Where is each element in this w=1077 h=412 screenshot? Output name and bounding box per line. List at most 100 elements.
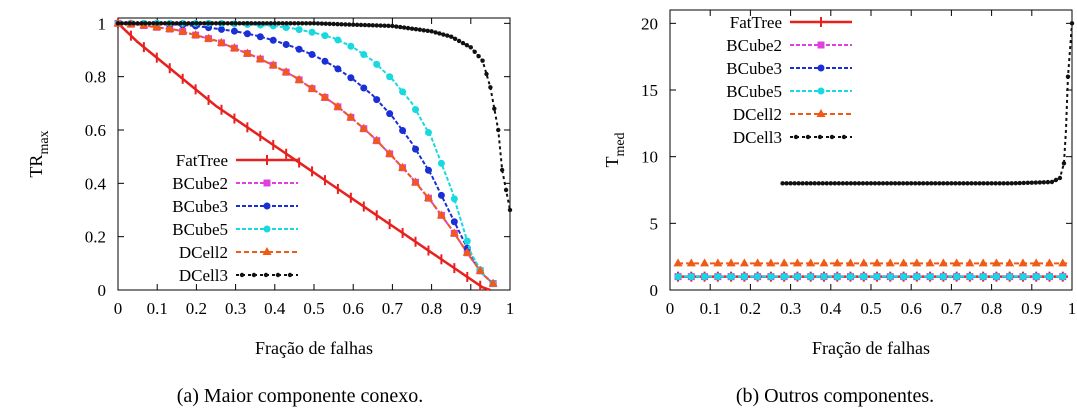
data-point <box>981 181 986 186</box>
data-point <box>792 181 797 186</box>
data-point <box>386 23 391 29</box>
data-point <box>860 273 868 281</box>
data-point <box>194 21 199 26</box>
legend-marker <box>841 134 847 140</box>
data-point <box>411 177 421 186</box>
data-point <box>886 273 894 281</box>
data-point <box>892 181 898 186</box>
data-point <box>409 26 415 31</box>
y-tick-label: 10 <box>641 148 658 167</box>
data-point <box>242 48 252 57</box>
data-point <box>1041 180 1047 185</box>
data-point <box>191 30 201 39</box>
data-point <box>423 193 433 202</box>
data-point <box>726 258 736 267</box>
data-point <box>186 21 191 26</box>
data-point <box>779 258 789 267</box>
data-point <box>939 273 947 281</box>
data-point <box>152 22 162 31</box>
data-point <box>204 33 214 42</box>
data-point <box>449 34 454 39</box>
data-point <box>119 21 125 26</box>
data-point <box>1069 21 1075 26</box>
data-point <box>997 181 1002 186</box>
data-point <box>166 21 172 26</box>
data-point <box>978 258 988 267</box>
data-point <box>307 83 317 92</box>
data-point <box>468 45 473 50</box>
data-point <box>1017 180 1022 186</box>
data-point <box>151 21 156 26</box>
data-point <box>249 21 254 26</box>
data-point <box>178 26 188 35</box>
data-point <box>856 181 862 186</box>
data-point <box>828 181 833 186</box>
x-tick-label: 0.2 <box>740 299 761 318</box>
data-point <box>321 32 329 40</box>
data-point <box>311 21 317 26</box>
data-point <box>399 88 407 96</box>
data-point <box>217 21 223 26</box>
data-point <box>460 40 466 46</box>
y-axis-label-sub: max <box>37 130 52 154</box>
data-point <box>308 51 316 59</box>
data-point <box>229 43 239 52</box>
data-point <box>753 258 763 267</box>
data-point <box>378 23 383 28</box>
data-point <box>374 23 379 28</box>
data-point <box>714 273 722 281</box>
x-tick-label: 0.6 <box>901 299 922 318</box>
data-point <box>921 181 926 186</box>
data-point <box>812 181 817 186</box>
data-point <box>331 21 336 27</box>
data-point <box>253 21 258 26</box>
data-point <box>276 21 281 26</box>
data-point <box>399 127 407 135</box>
data-point <box>147 21 152 26</box>
data-point <box>1019 273 1027 281</box>
data-point <box>450 218 458 226</box>
y-tick-label: 0 <box>98 281 107 300</box>
data-point <box>292 21 297 26</box>
data-point <box>333 101 343 110</box>
data-point <box>686 258 696 267</box>
data-point <box>780 181 785 186</box>
data-point <box>385 148 395 157</box>
y-tick-label: 20 <box>641 14 658 33</box>
data-point <box>929 181 934 186</box>
data-point <box>1005 258 1015 267</box>
data-point <box>900 273 908 281</box>
data-point <box>674 273 682 281</box>
data-point <box>938 258 948 267</box>
x-tick-label: 0.4 <box>264 299 286 318</box>
data-point <box>347 74 355 82</box>
data-point <box>213 21 219 26</box>
data-point <box>339 22 344 27</box>
data-point <box>885 258 895 267</box>
data-point <box>873 273 881 281</box>
data-point <box>820 181 825 186</box>
data-point <box>296 21 301 26</box>
x-tick-label: 0.7 <box>382 299 404 318</box>
legend-marker <box>263 272 269 278</box>
data-point <box>475 265 485 274</box>
legend-marker <box>239 272 245 278</box>
data-point <box>993 181 998 186</box>
y-axis-label-main: TR <box>26 155 46 178</box>
data-point <box>429 29 434 34</box>
x-tick-label: 0.3 <box>780 299 801 318</box>
y-axis-label: TRmax <box>26 130 52 177</box>
data-point <box>255 54 265 63</box>
legend-marker <box>817 41 825 49</box>
y-tick-label: 0.4 <box>85 174 107 193</box>
data-point <box>386 73 394 81</box>
data-point <box>913 273 921 281</box>
data-point <box>852 181 858 186</box>
data-point <box>323 21 328 26</box>
data-point <box>347 42 355 50</box>
legend-marker <box>805 134 811 140</box>
series-line <box>117 22 491 292</box>
x-tick-label: 1 <box>1068 299 1077 318</box>
data-point <box>973 181 978 186</box>
data-point <box>358 22 364 28</box>
